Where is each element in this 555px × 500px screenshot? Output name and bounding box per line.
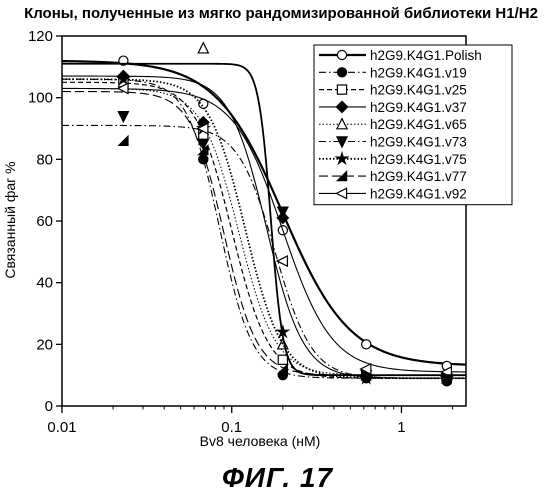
data-point-7-2 — [278, 364, 287, 373]
y-tick-label-2: 40 — [36, 275, 53, 292]
y-tick-label-6: 120 — [28, 28, 53, 45]
legend-label-0: h2G9.K4G1.Polish — [370, 48, 482, 63]
data-point-1-1 — [199, 155, 208, 164]
x-tick-label-2: 1 — [397, 419, 405, 436]
data-point-0-3 — [362, 340, 371, 349]
x-tick-label-1: 0.1 — [221, 419, 242, 436]
y-tick-label-1: 20 — [36, 336, 53, 353]
data-point-5-0 — [118, 112, 128, 122]
legend-label-2: h2G9.K4G1.v25 — [370, 83, 467, 98]
y-tick-label-0: 0 — [45, 398, 53, 415]
data-point-2-2 — [278, 355, 287, 364]
y-axis-label: Связанный фаг % — [2, 161, 18, 278]
y-tick-label-3: 60 — [36, 213, 53, 230]
data-point-8-2 — [277, 256, 287, 266]
legend-marker-1 — [337, 68, 346, 77]
legend-label-3: h2G9.K4G1.v37 — [370, 100, 467, 115]
y-tick-label-4: 80 — [36, 151, 53, 168]
chart: Клоны, полученные из мягко рандомизирова… — [0, 0, 555, 460]
legend-label-5: h2G9.K4G1.v73 — [370, 135, 467, 150]
chart-title: Клоны, полученные из мягко рандомизирова… — [24, 5, 538, 22]
x-tick-label-0: 0.01 — [47, 419, 76, 436]
data-point-4-0 — [198, 43, 208, 53]
x-axis-label: Bv8 человека (нМ) — [200, 433, 321, 449]
legend-marker-2 — [337, 85, 346, 94]
legend-label-7: h2G9.K4G1.v77 — [370, 169, 467, 184]
figure-caption: ФИГ. 17 — [0, 462, 555, 494]
legend: h2G9.K4G1.Polish h2G9.K4G1.v19 h2G9.K4G1.v… — [314, 45, 512, 205]
legend-label-8: h2G9.K4G1.v92 — [370, 186, 467, 201]
legend-label-1: h2G9.K4G1.v19 — [370, 65, 467, 80]
legend-label-4: h2G9.K4G1.v65 — [370, 117, 467, 132]
y-tick-label-5: 100 — [28, 90, 53, 107]
legend-marker-0 — [337, 50, 346, 59]
legend-label-6: h2G9.K4G1.v75 — [370, 152, 467, 167]
data-point-7-0 — [119, 136, 128, 145]
